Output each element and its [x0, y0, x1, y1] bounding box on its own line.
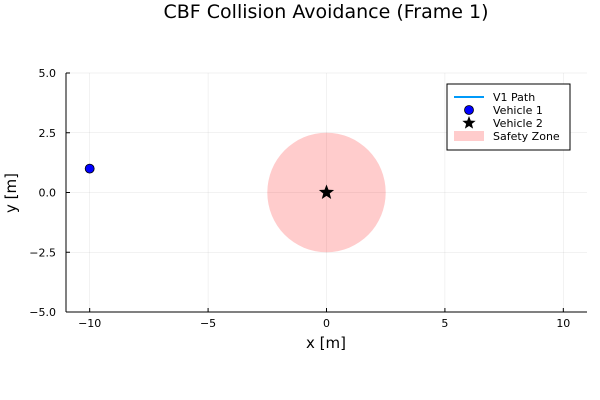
- legend-swatch-star: [462, 116, 476, 129]
- legend-swatch-circle: [464, 105, 474, 115]
- legend-label: Safety Zone: [493, 130, 560, 143]
- vehicle-1-marker: [84, 163, 95, 174]
- y-tick-label: −5.0: [29, 306, 56, 319]
- x-tick-label: 5: [441, 317, 448, 330]
- legend-swatch-fill: [454, 131, 484, 141]
- markers: [84, 163, 335, 199]
- y-tick-label: 2.5: [39, 127, 57, 140]
- y-tick-label: 0.0: [39, 187, 57, 200]
- legend-label: V1 Path: [493, 91, 535, 104]
- legend-label: Vehicle 2: [493, 117, 543, 130]
- x-tick-label: 10: [556, 317, 570, 330]
- x-axis-label: x [m]: [306, 334, 346, 352]
- vehicle-2-marker: [318, 184, 335, 199]
- y-ticks: −5.0 −2.5 0.0 2.5 5.0: [29, 67, 70, 319]
- x-tick-label: −10: [78, 317, 101, 330]
- y-tick-label: 5.0: [39, 67, 57, 80]
- legend-box: [446, 83, 571, 151]
- chart-title: CBF Collision Avoidance (Frame 1): [164, 1, 489, 23]
- y-tick-label: −2.5: [29, 246, 56, 259]
- x-tick-label: 0: [323, 317, 330, 330]
- y-axis-label: y [m]: [2, 173, 20, 213]
- x-ticks: −10 −5 0 5 10: [78, 308, 570, 330]
- x-tick-label: −5: [200, 317, 216, 330]
- legend-label: Vehicle 1: [493, 104, 543, 117]
